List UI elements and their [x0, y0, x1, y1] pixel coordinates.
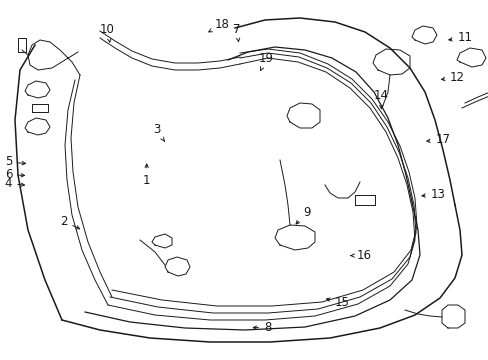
Text: 13: 13 [421, 188, 444, 201]
Text: 14: 14 [373, 89, 388, 109]
Text: 16: 16 [350, 249, 371, 262]
Text: 4: 4 [5, 177, 24, 190]
Text: 18: 18 [208, 18, 229, 32]
Text: 7: 7 [233, 23, 241, 42]
Text: 2: 2 [60, 215, 80, 229]
Text: 19: 19 [259, 52, 273, 71]
Text: 15: 15 [326, 296, 349, 309]
Text: 3: 3 [152, 123, 164, 141]
Text: 8: 8 [253, 321, 271, 334]
Text: 17: 17 [426, 133, 449, 146]
Text: 10: 10 [100, 23, 115, 42]
Text: 1: 1 [142, 164, 150, 186]
Text: 6: 6 [5, 168, 24, 181]
Text: 12: 12 [441, 71, 464, 84]
Text: 9: 9 [295, 206, 310, 224]
Text: 5: 5 [5, 156, 25, 168]
Text: 11: 11 [448, 31, 471, 44]
